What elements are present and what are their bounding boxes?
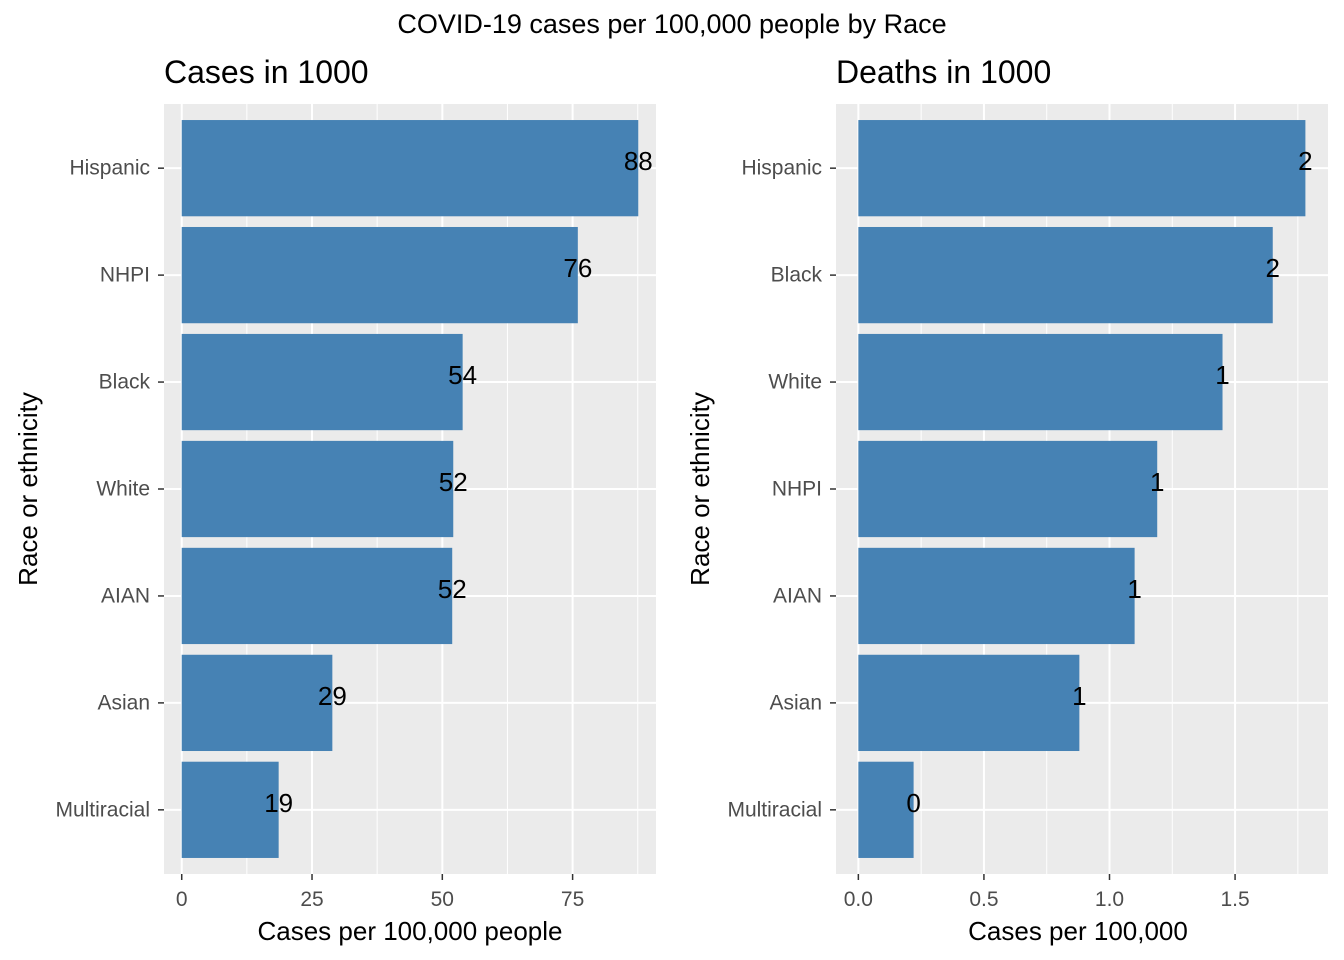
figure-suptitle: COVID-19 cases per 100,000 people by Rac… — [397, 9, 946, 39]
y-tick-label: NHPI — [772, 478, 822, 501]
bars — [181, 120, 639, 858]
y-tick-label: Asian — [97, 691, 150, 714]
x-tick-labels: 0.0 0.5 1.0 1.5 — [844, 888, 1250, 911]
x-tick-label: 0.0 — [844, 888, 873, 911]
x-tick-label: 75 — [561, 888, 584, 911]
data-label: 54 — [448, 360, 477, 390]
bar — [858, 761, 914, 858]
x-axis-label: Cases per 100,000 — [968, 916, 1188, 946]
axis-ticks — [830, 167, 1236, 880]
y-tick-labels: Hispanic Black White NHPI AIAN Asian Multiraci… — [727, 157, 822, 822]
axis-ticks — [158, 167, 574, 880]
y-tick-label: AIAN — [101, 584, 150, 607]
y-tick-label: AIAN — [773, 584, 822, 607]
chart-title: Deaths in 1000 — [836, 54, 1051, 90]
bar — [181, 654, 333, 752]
y-tick-label: Multiracial — [55, 798, 150, 821]
chart-deaths: Deaths in 1000 Hispanic Black White NHPI AIA… — [685, 54, 1328, 946]
data-label: 1 — [1215, 360, 1229, 390]
y-axis-label: Race or ethnicity — [685, 392, 715, 586]
data-label: 52 — [438, 574, 467, 604]
y-axis-label: Race or ethnicity — [13, 392, 43, 586]
bar — [181, 440, 454, 538]
data-label: 1 — [1150, 467, 1164, 497]
y-tick-label: Black — [99, 371, 151, 394]
chart-cases: Cases in 1000 Hispanic NHPI Black White AIAN… — [13, 54, 656, 946]
data-label: 2 — [1266, 253, 1280, 283]
data-label: 2 — [1298, 146, 1312, 176]
x-tick-label: 0 — [176, 888, 188, 911]
y-tick-label: NHPI — [100, 264, 150, 287]
y-tick-label: Hispanic — [741, 157, 822, 180]
y-tick-label: Hispanic — [69, 157, 150, 180]
bar — [181, 120, 639, 217]
y-tick-label: Multiracial — [727, 798, 822, 821]
data-label: 19 — [264, 788, 293, 818]
data-label: 88 — [624, 146, 653, 176]
x-axis-label: Cases per 100,000 people — [257, 916, 562, 946]
y-tick-label: Asian — [769, 691, 822, 714]
x-tick-label: 0.5 — [969, 888, 998, 911]
y-tick-label: Black — [771, 264, 823, 287]
data-labels: 2 2 1 1 1 1 0 — [906, 146, 1312, 818]
x-tick-label: 25 — [300, 888, 323, 911]
bar — [858, 547, 1135, 645]
data-label: 1 — [1072, 681, 1086, 711]
bar — [858, 654, 1080, 752]
bar — [858, 120, 1306, 217]
bars — [858, 120, 1306, 858]
data-label: 1 — [1127, 574, 1141, 604]
data-label: 76 — [563, 253, 592, 283]
bar — [181, 333, 463, 431]
data-label: 29 — [318, 681, 347, 711]
data-label: 52 — [439, 467, 468, 497]
bar — [858, 333, 1223, 431]
x-tick-label: 1.0 — [1095, 888, 1124, 911]
x-tick-labels: 0 25 50 75 — [176, 888, 584, 911]
x-tick-label: 50 — [431, 888, 454, 911]
x-tick-label: 1.5 — [1220, 888, 1249, 911]
bar — [181, 547, 453, 645]
y-tick-label: White — [96, 478, 150, 501]
y-tick-labels: Hispanic NHPI Black White AIAN Asian Multiraci… — [55, 157, 150, 822]
chart-title: Cases in 1000 — [164, 54, 369, 90]
y-tick-label: White — [768, 371, 822, 394]
bar — [858, 440, 1158, 538]
bar — [858, 226, 1273, 324]
data-label: 0 — [906, 788, 920, 818]
bar — [181, 226, 578, 324]
bar — [181, 761, 279, 858]
data-labels: 88 76 54 52 52 29 19 — [264, 146, 653, 818]
